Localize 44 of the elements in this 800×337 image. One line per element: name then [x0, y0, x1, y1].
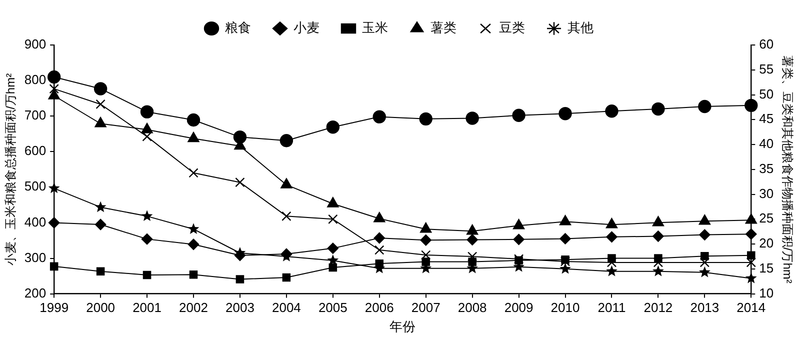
y2-tick-label: 25 [759, 210, 774, 226]
x-tick-label: 2003 [226, 300, 254, 316]
x-tick-label: 2004 [272, 300, 301, 316]
y2-tick-label: 50 [759, 86, 774, 102]
y-axis-title: 小麦、玉米和粮食总播种面积/万hm² [4, 73, 18, 266]
y-tick-label: 600 [24, 143, 46, 158]
legend-label: 其他 [568, 20, 594, 36]
x-tick-label: 2006 [364, 300, 394, 316]
y2-tick-label: 60 [759, 36, 774, 52]
y-tick-label: 400 [24, 214, 46, 230]
x-tick-label: 2010 [550, 300, 580, 316]
y2-axis-title: 薯类、豆类和其他粮食作物播种面积/万hm² [780, 55, 794, 284]
x-tick-label: 2008 [458, 300, 487, 316]
legend-label: 小麦 [294, 20, 320, 36]
y-tick-label: 200 [24, 285, 46, 300]
y2-tick-label: 15 [759, 260, 774, 276]
x-tick-label: 1999 [40, 300, 69, 316]
x-tick-label: 2000 [86, 300, 116, 316]
y-tick-label: 900 [24, 36, 46, 52]
legend-label: 薯类 [430, 20, 456, 36]
x-axis-title: 年份 [390, 318, 416, 334]
x-tick-label: 2011 [598, 300, 626, 316]
x-tick-label: 2007 [411, 300, 440, 316]
x-tick-label: 2002 [179, 300, 208, 316]
y2-tick-label: 45 [759, 111, 774, 126]
x-tick-label: 2012 [644, 300, 673, 316]
x-tick-label: 2013 [690, 300, 720, 316]
legend-label: 玉米 [362, 20, 388, 36]
y2-tick-label: 55 [759, 61, 774, 76]
legend-label: 粮食 [225, 20, 251, 36]
y-tick-label: 800 [24, 72, 46, 88]
y-tick-label: 700 [24, 108, 46, 123]
y2-tick-label: 40 [759, 136, 774, 152]
legend-label: 豆类 [499, 20, 525, 36]
x-tick-label: 2014 [736, 300, 766, 316]
y2-tick-label: 20 [759, 236, 774, 251]
x-tick-label: 2009 [504, 300, 534, 316]
y2-tick-label: 30 [759, 186, 774, 201]
y-tick-label: 300 [24, 250, 46, 265]
y2-tick-label: 35 [759, 160, 774, 176]
x-tick-label: 2001 [132, 300, 162, 316]
y-tick-label: 500 [24, 178, 46, 194]
y2-tick-label: 10 [759, 285, 774, 300]
x-tick-label: 2005 [318, 300, 348, 316]
